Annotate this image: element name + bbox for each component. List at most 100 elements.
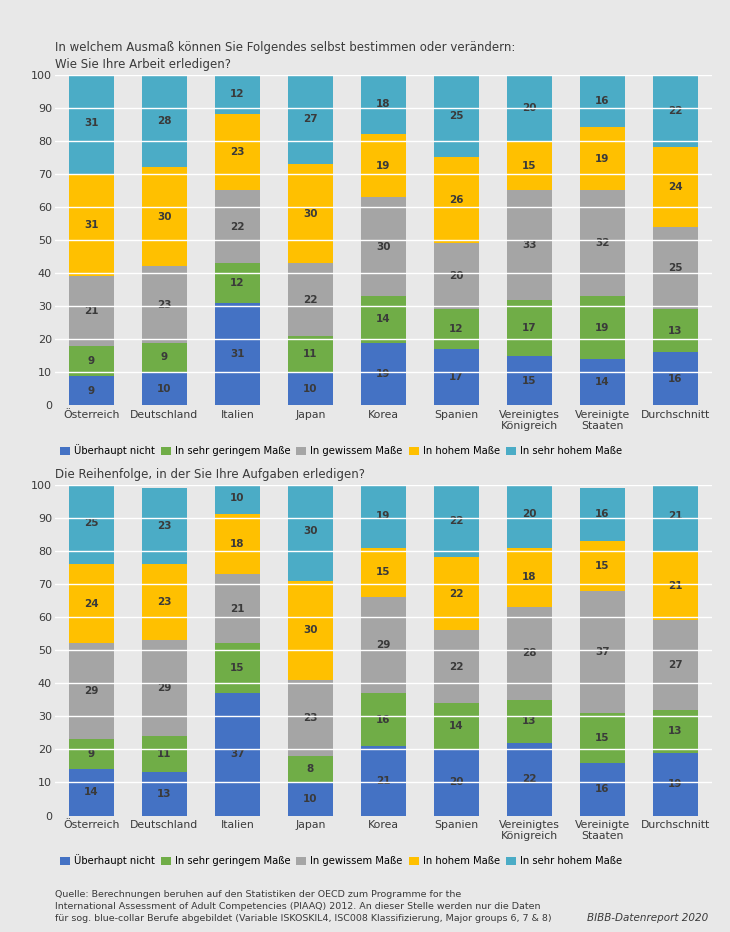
Bar [142,343,187,373]
Text: 19: 19 [595,154,610,164]
Text: Quelle: Berechnungen beruhen auf den Statistiken der OECD zum Programme for the
: Quelle: Berechnungen beruhen auf den Sta… [55,890,551,923]
Text: 20: 20 [449,271,464,281]
Bar [507,481,552,547]
Text: 21: 21 [668,581,683,591]
Legend: Überhaupt nicht, In sehr geringem Maße, In gewissem Maße, In hohem Maße, In sehr: Überhaupt nicht, In sehr geringem Maße, … [60,855,622,867]
Bar [69,643,114,739]
Bar [215,263,260,303]
Text: 23: 23 [230,147,245,158]
Bar [142,373,187,405]
Bar [142,773,187,816]
Text: 21: 21 [668,511,683,521]
Text: 22: 22 [522,774,537,784]
Text: 22: 22 [303,295,318,305]
Bar [361,197,406,296]
Text: 16: 16 [595,96,610,106]
Bar [580,713,625,762]
Text: 22: 22 [449,516,464,526]
Text: Die Reihenfolge, in der Sie Ihre Aufgaben erledigen?: Die Reihenfolge, in der Sie Ihre Aufgabe… [55,468,365,481]
Text: 19: 19 [595,322,610,333]
Bar [69,277,114,346]
Text: 19: 19 [668,779,683,789]
Bar [215,115,260,190]
Bar [288,75,333,164]
Bar [507,75,552,141]
Text: 19: 19 [376,511,391,521]
Bar [142,736,187,773]
Text: In welchem Ausmaß können Sie Folgendes selbst bestimmen oder verändern:
Wie Sie : In welchem Ausmaß können Sie Folgendes s… [55,41,515,71]
Bar [507,700,552,743]
Text: 15: 15 [595,733,610,743]
Bar [580,190,625,296]
Bar [69,481,114,564]
Text: 10: 10 [303,794,318,804]
Text: 26: 26 [449,196,464,205]
Text: 9: 9 [161,352,168,363]
Text: 9: 9 [88,386,95,395]
Bar [507,190,552,299]
Bar [653,481,698,551]
Bar [653,309,698,352]
Text: 21: 21 [376,775,391,786]
Bar [507,547,552,607]
Text: 9: 9 [88,356,95,365]
Bar [288,679,333,756]
Bar [580,296,625,359]
Bar [69,71,114,174]
Bar [653,753,698,816]
Bar [288,581,333,679]
Text: 10: 10 [157,384,172,394]
Bar [653,621,698,709]
Text: 10: 10 [230,493,245,503]
Text: 18: 18 [376,100,391,109]
Bar [434,243,479,309]
Text: 29: 29 [376,640,391,651]
Text: 22: 22 [449,662,464,672]
Bar [653,226,698,309]
Text: 14: 14 [595,377,610,388]
Bar [507,141,552,190]
Bar [288,756,333,783]
Bar [580,488,625,541]
Text: 23: 23 [303,713,318,723]
Bar [653,75,698,147]
Bar [434,309,479,350]
Text: 37: 37 [595,647,610,657]
Bar [507,299,552,356]
Bar [653,551,698,621]
Bar [142,488,187,564]
Bar [653,352,698,405]
Text: 12: 12 [449,324,464,335]
Text: 18: 18 [230,540,245,549]
Bar [361,547,406,597]
Text: 23: 23 [157,299,172,309]
Text: 16: 16 [376,715,391,724]
Text: 28: 28 [157,116,172,126]
Bar [215,481,260,514]
Bar [142,267,187,343]
Text: 11: 11 [303,350,318,359]
Text: 16: 16 [595,784,610,794]
Text: 29: 29 [84,687,99,696]
Text: 14: 14 [84,788,99,798]
Text: 30: 30 [303,526,318,536]
Text: 25: 25 [449,111,464,121]
Bar [215,693,260,816]
Bar [653,709,698,753]
Bar [434,158,479,243]
Bar [361,343,406,405]
Bar [361,597,406,693]
Bar [361,693,406,746]
Text: 20: 20 [522,103,537,113]
Text: 20: 20 [522,510,537,519]
Text: 17: 17 [449,372,464,382]
Bar [215,75,260,115]
Bar [507,743,552,816]
Bar [69,769,114,816]
Bar [580,359,625,405]
Bar [69,376,114,405]
Text: 33: 33 [522,240,537,250]
Text: 9: 9 [88,749,95,760]
Bar [361,134,406,197]
Text: 12: 12 [230,89,245,100]
